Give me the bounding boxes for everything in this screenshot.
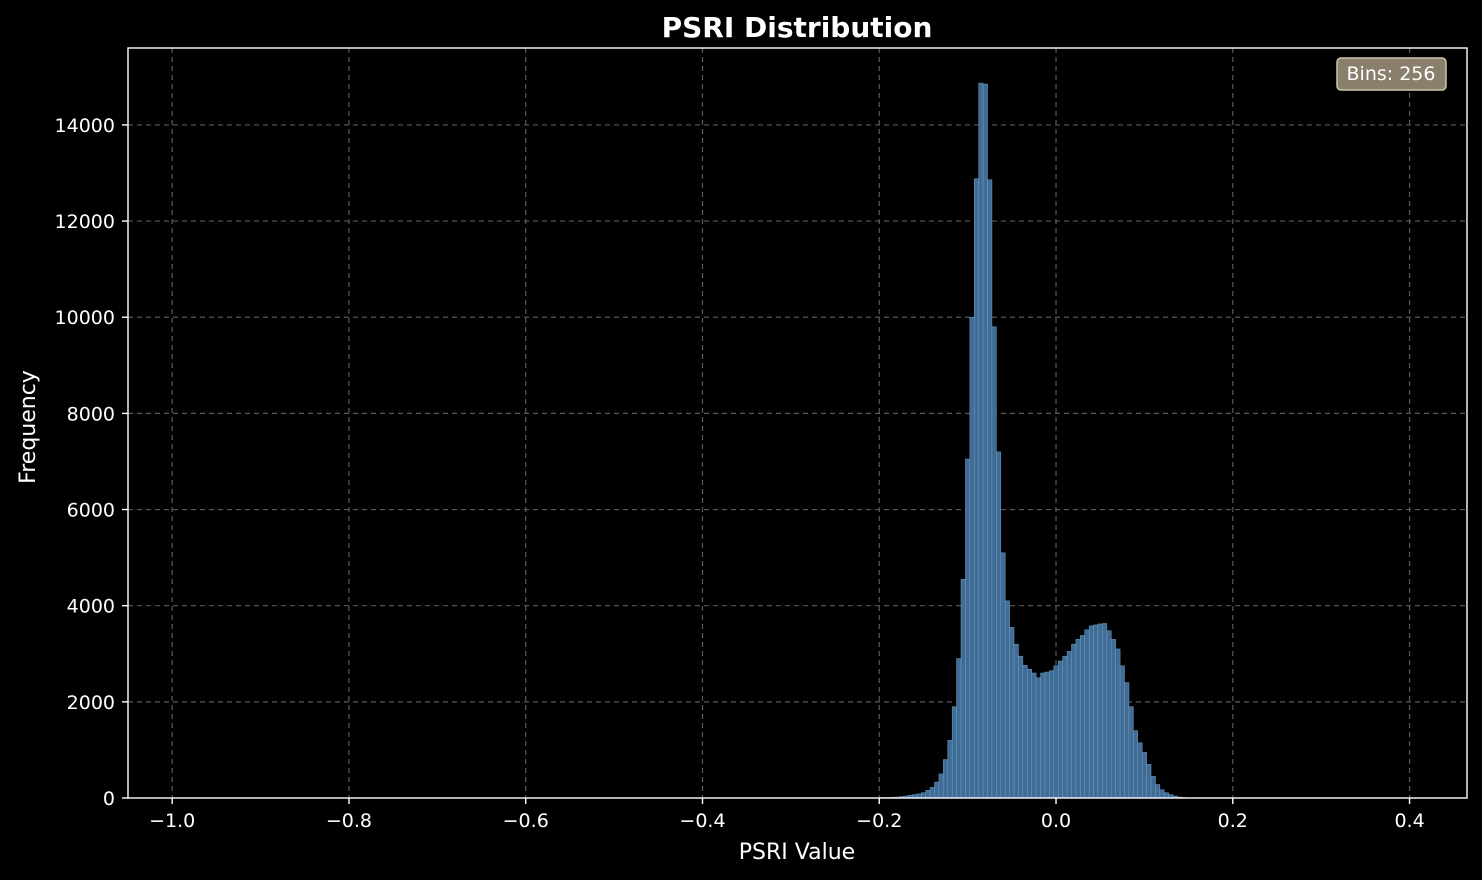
y-tick-label: 10000 [55,307,115,329]
plot-frame [127,47,1468,799]
histogram-bar [1000,552,1006,799]
histogram-bar [943,759,949,799]
histogram-bar [1097,623,1103,799]
y-tick-label: 14000 [55,115,115,137]
histogram-bar [956,658,962,799]
chart-title: PSRI Distribution [662,11,933,44]
histogram-bar [969,316,975,799]
histogram-bar [1022,665,1028,799]
x-tick-label: −0.8 [326,810,372,832]
y-tick-label: 2000 [67,692,115,714]
x-tick-label: 0.0 [1041,810,1071,832]
histogram-bar [1004,600,1010,799]
y-tick-label: 8000 [67,403,115,425]
histogram-bar [929,787,935,799]
histogram-bar [1111,639,1116,799]
histogram-bar [1066,651,1072,799]
histogram-bar [991,326,997,799]
histogram-bar [1128,706,1134,799]
histogram-bar [1049,670,1055,799]
histogram-bar [1009,627,1015,799]
histogram-bar [1119,665,1125,799]
histogram-bar [1141,752,1147,799]
y-tick-label: 6000 [67,500,115,522]
histogram-bar [1027,668,1032,799]
y-tick-label: 12000 [55,211,115,233]
histogram-bar [934,781,940,799]
histogram-bar [1115,648,1121,799]
histogram-bar [1150,776,1156,799]
histogram-bar [938,773,944,799]
histogram-bar [996,451,1002,799]
bins-badge-box [1336,57,1447,91]
histogram-bar [1044,671,1050,799]
histogram-bar [974,178,979,799]
histogram-bar [1164,792,1169,799]
histogram-bar [1102,623,1108,799]
y-axis-ticks: 0 2000 4000 6000 8000 10000 12000 14000 [55,115,128,810]
grid-lines [128,48,1467,798]
histogram-bar [1159,789,1165,799]
histogram-bar [1093,624,1099,799]
histogram-bar [951,706,957,799]
histogram-bar [947,740,953,799]
histogram-bar [1075,639,1081,799]
histogram-bar [1088,625,1094,799]
x-tick-label: −0.2 [856,810,902,832]
histogram-bar [982,83,988,799]
histogram-bar [1057,660,1063,799]
histogram-bar [1018,655,1024,799]
histogram-bar [1146,764,1152,799]
histogram-bar [1031,672,1037,799]
histogram-bar [1084,629,1090,799]
histogram-bar [1040,672,1046,799]
x-tick-label: −0.6 [503,810,549,832]
y-axis-label: Frequency [16,370,41,484]
x-tick-label: −0.4 [679,810,725,832]
histogram-bar [965,458,971,799]
histogram-bars [854,82,1200,799]
histogram-bar [1133,730,1139,799]
histogram-bar [920,792,926,799]
x-axis-ticks: −1.0 −0.8 −0.6 −0.4 −0.2 0.0 0.2 0.4 [149,798,1425,832]
histogram-bar [1035,677,1041,799]
y-tick-label: 4000 [67,596,115,618]
x-tick-label: −1.0 [149,810,195,832]
histogram-bar [1062,655,1068,799]
histogram-bar [1013,643,1019,799]
x-tick-label: 0.4 [1394,810,1424,832]
histogram-bar [1106,630,1112,799]
bins-badge-text: Bins: 256 [1347,63,1436,85]
histogram-bar [978,82,984,799]
y-tick-label: 0 [103,788,115,810]
histogram-bar [925,790,931,799]
histogram-bar [987,179,993,799]
histogram-bar [1080,635,1085,799]
histogram-bar [1155,784,1161,799]
x-tick-label: 0.2 [1218,810,1248,832]
x-axis-label: PSRI Value [739,840,855,865]
bins-badge: Bins: 256 [1336,57,1447,91]
histogram-bar [960,579,966,799]
histogram-bar [1124,682,1130,799]
histogram-bar [1137,742,1143,799]
histogram-bar [1053,665,1059,799]
histogram-bar [1071,643,1077,799]
